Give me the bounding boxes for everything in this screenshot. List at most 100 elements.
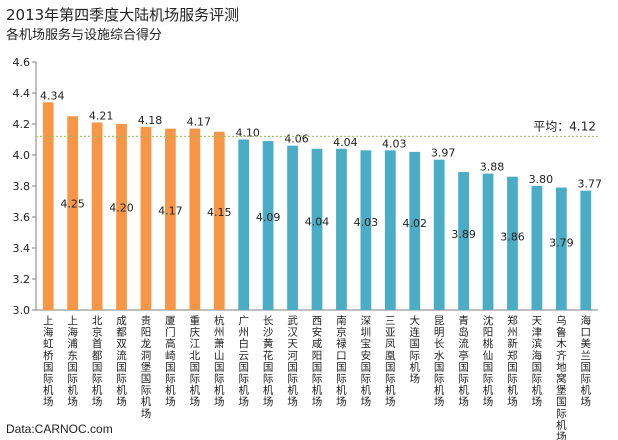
x-tick-label: 州 [507,327,518,339]
x-tick-label: 机 [409,360,420,373]
chart-title: 2013年第四季度大陆机场服务评测 [6,6,240,24]
x-tick-label: 场 [409,372,420,385]
y-tick-label: 4.6 [13,56,31,69]
x-tick-label: 国 [336,361,347,373]
bar [287,145,298,310]
x-tick-label: 场 [507,395,518,408]
y-tick-label: 3.6 [13,211,31,224]
data-label: 3.79 [549,237,574,250]
y-tick-label: 3.8 [13,180,31,193]
x-tick-label: 场 [385,395,396,408]
x-tick-label: 上 [67,315,78,327]
y-tick-label: 4.2 [13,118,31,131]
y-tick-label: 4.0 [13,149,31,162]
data-label: 4.02 [402,217,427,230]
bar [482,173,494,310]
x-tick-label: 沈 [483,314,494,327]
x-tick-label: 齐 [556,349,567,362]
data-label: 4.25 [60,197,85,210]
x-tick-label: 机 [556,418,567,431]
x-tick-label: 流 [116,349,127,362]
y-tick-label: 4.4 [13,87,31,100]
x-tick-label: 际 [361,373,372,385]
x-tick-label: 场 [92,395,103,408]
x-tick-label: 际 [385,373,396,385]
y-tick-label: 3.2 [13,273,31,286]
x-tick-label: 汉 [287,327,298,339]
x-tick-label: 际 [556,408,567,420]
x-tick-label: 禄 [336,337,347,350]
x-tick-label: 国 [214,361,225,373]
x-tick-label: 河 [287,350,298,362]
x-tick-label: 机 [238,384,249,397]
x-tick-label: 厦 [165,315,176,327]
bar [42,102,54,310]
x-tick-label: 水 [434,350,445,362]
data-label: 4.18 [138,114,163,127]
x-tick-label: 际 [141,385,152,397]
x-tick-label: 亚 [385,327,396,339]
x-tick-label: 际 [409,350,420,362]
x-tick-label: 凰 [385,350,396,362]
x-tick-label: 郑 [507,314,518,327]
data-label: 4.04 [305,215,330,228]
bar [458,172,469,310]
x-tick-label: 机 [43,384,54,397]
data-label: 4.06 [284,133,309,146]
x-tick-label: 阳 [312,350,323,362]
x-tick-label: 际 [312,373,323,385]
x-tick-label: 阳 [483,327,494,339]
x-tick-label: 郑 [507,349,518,362]
x-tick-label: 三 [385,315,396,327]
x-tick-label: 国 [409,338,420,350]
data-label: 3.86 [500,231,525,244]
x-tick-label: 云 [238,350,249,362]
average-label: 平均：4.12 [533,119,596,133]
x-tick-label: 机 [92,384,103,397]
bar [409,151,421,310]
x-tick-label: 木 [556,338,567,350]
x-tick-label: 圳 [361,327,372,339]
x-tick-label: 场 [556,430,567,440]
x-tick-label: 安 [312,326,323,339]
x-tick-label: 仙 [483,349,494,362]
data-label: 3.77 [578,178,603,191]
x-tick-label: 双 [116,338,127,350]
x-tick-label: 机 [67,384,78,397]
x-tick-label: 场 [214,395,225,408]
data-label: 4.21 [89,109,114,122]
x-tick-label: 桃 [483,337,494,350]
bar [67,116,79,310]
data-label: 4.03 [382,137,407,150]
x-tick-label: 机 [214,384,225,397]
x-tick-label: 黄 [263,337,274,350]
x-tick-label: 大 [409,314,420,327]
x-tick-label: 际 [165,373,176,385]
x-tick-label: 广 [238,315,249,327]
x-tick-label: 贵 [141,314,152,327]
data-label: 4.17 [187,116,212,129]
x-tick-label: 场 [483,395,494,408]
x-tick-label: 际 [336,373,347,385]
x-tick-label: 海 [67,326,78,339]
x-tick-label: 机 [507,384,518,397]
x-tick-label: 首 [92,337,103,350]
bar [384,150,396,310]
bar [91,122,103,310]
x-tick-label: 机 [116,384,127,397]
x-tick-label: 场 [336,395,347,408]
bar [580,190,592,310]
x-tick-label: 山 [214,350,225,362]
bar [238,139,250,310]
bar [189,128,201,310]
x-tick-label: 安 [361,349,372,362]
x-tick-label: 堡 [141,360,152,373]
x-tick-label: 州 [238,327,249,339]
x-tick-label: 机 [287,384,298,397]
x-tick-label: 窝 [556,372,567,385]
x-tick-label: 国 [483,361,494,373]
x-tick-label: 机 [483,384,494,397]
x-tick-label: 机 [312,384,323,397]
x-tick-label: 西 [312,315,323,327]
